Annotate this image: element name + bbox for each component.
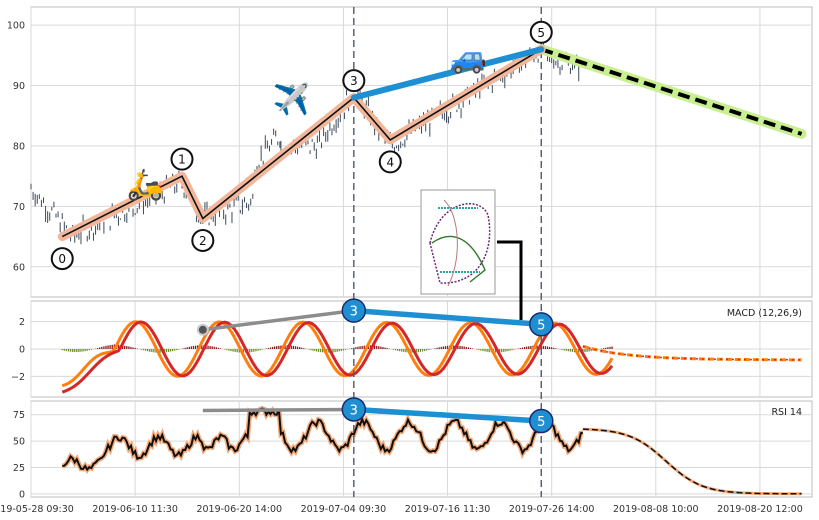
wave-label-circle <box>342 69 366 93</box>
rsi-panel-frame <box>30 400 813 498</box>
macd-wave-label-5: 5 <box>537 318 545 333</box>
price-panel-y-tick-label: 70 <box>13 202 25 213</box>
rsi-line <box>62 407 584 472</box>
macd-wave-circle <box>529 312 554 337</box>
x-tick-label: 2019-06-10 11:30 <box>92 504 178 515</box>
wave-label-circle <box>50 247 74 271</box>
macd-divergence-blue-line <box>353 307 542 328</box>
rsi-divergence-blue-line <box>353 406 542 424</box>
x-tick-label: 2019-06-20 14:00 <box>196 504 282 515</box>
price-panel-y-tick-label: 100 <box>7 21 25 32</box>
macd-grey-point <box>196 323 209 336</box>
macd-panel-y-tick-label: 2 <box>19 317 25 328</box>
price-panel-y-tick-label: 60 <box>13 262 25 273</box>
wave-label-0: 0 <box>58 252 66 266</box>
rsi-wave-circle <box>529 408 554 434</box>
rsi-divergence-grey-line <box>202 407 354 413</box>
thumbnail-curve-pink <box>443 199 458 287</box>
thumbnail-inset <box>420 189 496 295</box>
wave-label-3: 3 <box>350 74 358 88</box>
rsi-wave-label-5: 5 <box>537 415 545 430</box>
thumbnail-curve-teal <box>438 207 480 273</box>
macd-panel-y-tick-label: −2 <box>11 372 25 383</box>
macd-wave-circle <box>341 298 367 323</box>
macd-divergence-grey-line <box>202 308 355 332</box>
price-panel-y-tick-label: 80 <box>13 141 25 152</box>
scooter-icon: 🛵 <box>127 167 164 202</box>
price-panel-y-tick-label: 90 <box>13 81 25 92</box>
macd-panel-y-tick-label: 0 <box>19 345 25 356</box>
thumbnail-curve-green <box>431 235 486 283</box>
macd-projection-signal <box>582 345 802 361</box>
data-layer <box>30 37 802 496</box>
wave-label-circle <box>529 20 553 44</box>
wave-label-1: 1 <box>178 153 186 167</box>
wave-line <box>61 48 542 238</box>
macd-legend-label: MACD (12,26,9) <box>727 308 802 319</box>
wave-label-2: 2 <box>199 234 207 248</box>
car-icon: 🚙 <box>450 40 487 75</box>
wave-label-5: 5 <box>537 26 545 40</box>
rsi-panel-y-tick-label: 0 <box>19 489 25 500</box>
macd-signal-line <box>61 320 614 394</box>
projection-dashed-line <box>540 47 803 136</box>
price-trend-line <box>350 46 545 101</box>
wave-label-4: 4 <box>386 155 394 169</box>
wave-label-circle <box>191 228 215 252</box>
rsi-wave-label-3: 3 <box>350 403 358 418</box>
rsi-panel-y-tick-label: 75 <box>13 410 25 421</box>
x-tick-label: 2019-05-28 09:30 <box>0 504 74 515</box>
macd-line <box>61 320 614 388</box>
wave-label-circle <box>170 147 194 171</box>
airplane-icon: ✈️ <box>273 81 310 118</box>
wave-label-circle <box>378 150 402 174</box>
rsi-panel-y-tick-label: 25 <box>13 463 25 474</box>
rsi-wave-circle <box>341 397 367 422</box>
rsi-panel-y-tick-label: 50 <box>13 437 25 448</box>
x-tick-label: 2019-08-20 12:00 <box>717 504 803 515</box>
x-tick-label: 2019-08-08 10:00 <box>613 504 699 515</box>
rsi-projection-line <box>582 428 802 495</box>
macd-wave-label-3: 3 <box>350 305 358 320</box>
x-tick-label: 2019-07-26 14:00 <box>509 504 595 515</box>
x-tick-label: 2019-07-04 09:30 <box>301 504 387 515</box>
rsi-legend-label: RSI 14 <box>771 407 802 418</box>
thumbnail-connector <box>497 240 523 320</box>
annotation-layer: 0 1 2 3 4 5 🛵 ✈️ 🚙 3 5 3 5 <box>50 7 807 497</box>
x-tick-label: 2019-07-16 11:30 <box>405 504 491 515</box>
thumbnail-frame <box>420 189 496 295</box>
